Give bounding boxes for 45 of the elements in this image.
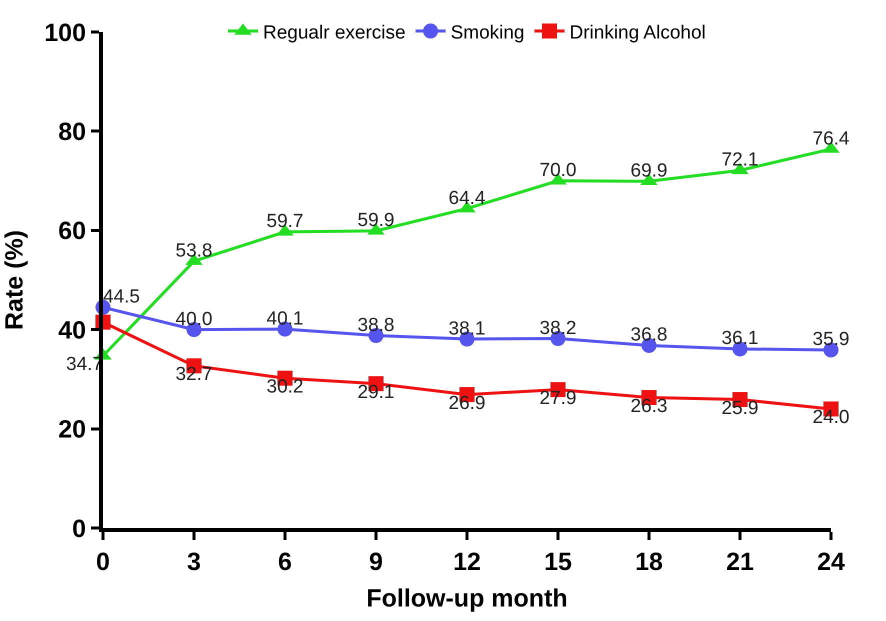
data-label: 40.0 [176, 308, 212, 330]
data-label: 35.9 [812, 329, 850, 350]
data-label: 72.1 [722, 150, 758, 171]
x-tick-label: 15 [544, 548, 572, 576]
data-label: 27.9 [540, 388, 576, 409]
y-tick-label: 80 [58, 118, 86, 146]
legend-label: Regualr exercise [263, 22, 406, 44]
data-label: 30.2 [266, 376, 304, 398]
x-tick-label: 12 [453, 548, 481, 576]
data-label: 26.9 [448, 392, 486, 414]
data-label: 44.5 [103, 286, 140, 308]
data-label: 53.8 [176, 240, 212, 262]
x-tick-label: 6 [278, 548, 292, 576]
data-label: 59.9 [358, 210, 394, 232]
data-label: 26.3 [630, 396, 668, 417]
x-tick-label: 24 [817, 548, 845, 576]
x-tick-label: 21 [726, 548, 754, 576]
y-axis-title: Rate (%) [0, 230, 29, 330]
data-label: 64.4 [448, 188, 486, 209]
x-tick-label: 9 [369, 548, 383, 576]
data-label: 32.7 [176, 364, 212, 386]
legend-label: Smoking [450, 22, 524, 44]
data-label: 25.9 [722, 398, 758, 419]
data-label: 36.1 [722, 328, 758, 350]
x-axis-title: Follow-up month [366, 584, 568, 612]
y-tick-label: 100 [44, 18, 86, 47]
data-label: 24.0 [812, 407, 850, 428]
data-label: 40.1 [266, 308, 304, 330]
data-label: 38.8 [358, 314, 394, 336]
y-tick-label: 20 [58, 416, 86, 444]
data-label: 69.9 [630, 160, 668, 182]
data-label: 76.4 [812, 128, 850, 150]
data-label: 38.1 [448, 318, 486, 340]
y-tick-label: 60 [58, 217, 86, 246]
x-tick-label: 18 [635, 548, 663, 576]
x-tick-label: 3 [187, 548, 201, 576]
data-label: 70.0 [540, 160, 576, 182]
data-label: 36.8 [630, 324, 668, 346]
data-label: 38.2 [540, 318, 576, 339]
y-tick-label: 40 [58, 316, 86, 344]
legend-label: Drinking Alcohol [570, 22, 706, 44]
x-tick-label: 0 [96, 548, 110, 576]
y-tick-label: 0 [72, 514, 86, 543]
data-label: 29.1 [358, 382, 394, 403]
data-label: 59.7 [266, 211, 304, 232]
